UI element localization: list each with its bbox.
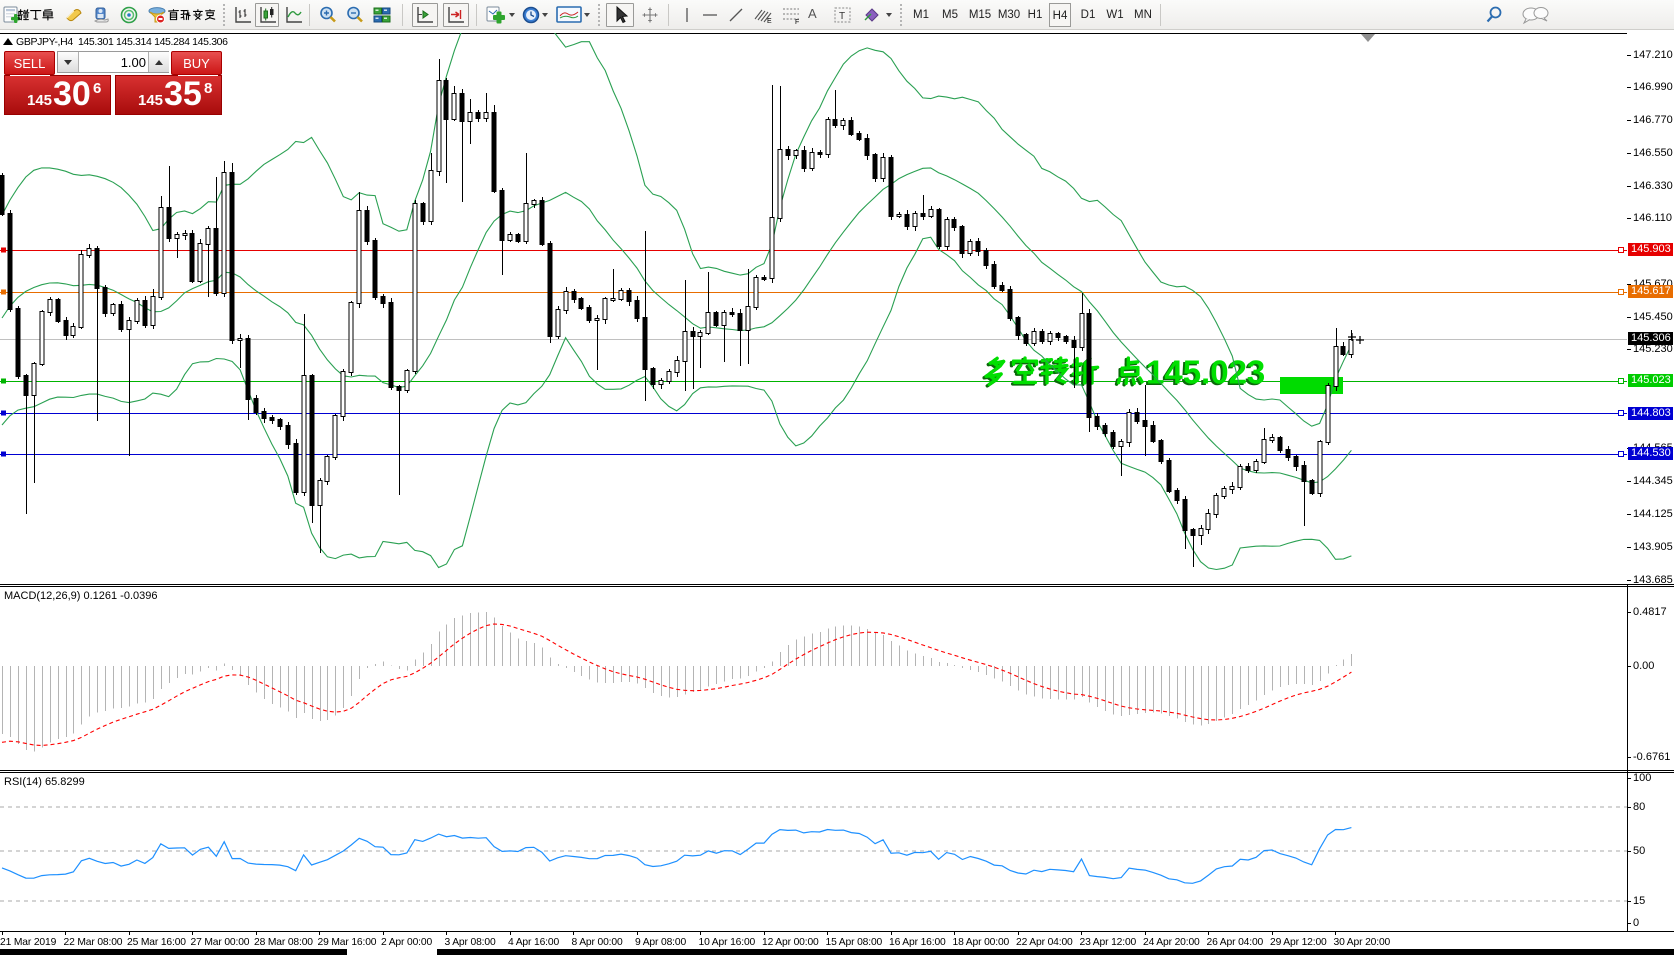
svg-text:F: F <box>795 19 799 25</box>
svg-text:145.023: 145.023 <box>1146 354 1265 391</box>
svg-text:145.023: 145.023 <box>1144 355 1263 392</box>
svg-text:E: E <box>767 18 772 25</box>
svg-text:T: T <box>839 11 845 22</box>
